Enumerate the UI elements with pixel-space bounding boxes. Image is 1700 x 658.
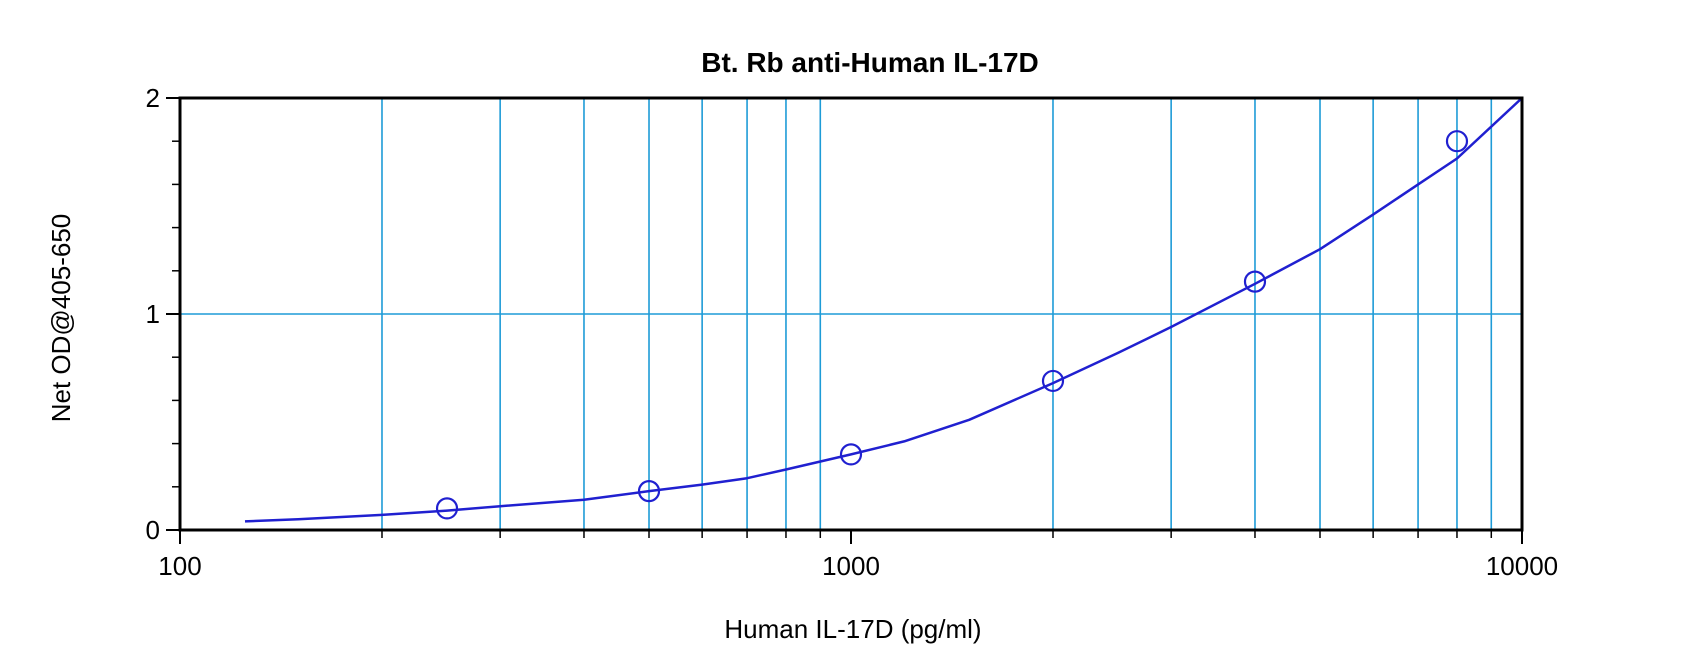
y-tick-label: 0: [146, 515, 160, 545]
grid: [180, 98, 1522, 530]
x-tick-label: 10000: [1486, 551, 1558, 581]
data-point: [839, 443, 863, 466]
y-tick-label: 1: [146, 299, 160, 329]
data-point: [1243, 270, 1267, 293]
data-points-layer: [435, 130, 1469, 520]
chart-title: Bt. Rb anti-Human IL-17D: [701, 47, 1039, 78]
axis-ticks: 100 1000 10000 0 1 2: [146, 83, 1559, 581]
fit-curve-layer: [244, 97, 1523, 523]
fit-curve: [244, 97, 1523, 523]
x-tick-label: 100: [158, 551, 201, 581]
data-point: [1445, 130, 1469, 153]
y-axis-label: Net OD@405-650: [46, 214, 76, 423]
data-point: [1041, 369, 1065, 393]
x-axis-label: Human IL-17D (pg/ml): [724, 614, 981, 644]
y-tick-label: 2: [146, 83, 160, 113]
x-tick-label: 1000: [822, 551, 880, 581]
data-point: [435, 497, 459, 520]
data-point: [637, 480, 661, 503]
